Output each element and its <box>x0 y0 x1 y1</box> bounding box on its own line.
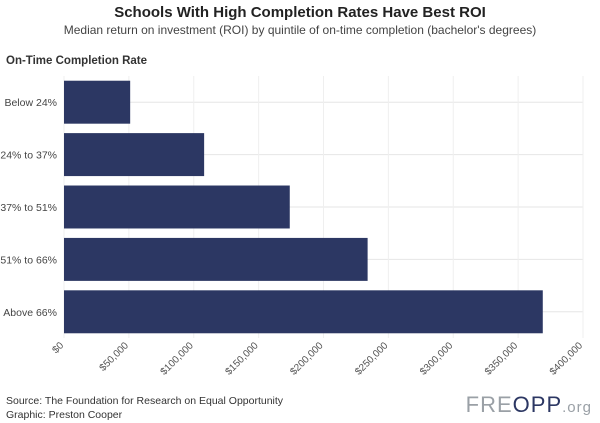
bar <box>64 290 543 334</box>
bar <box>64 80 131 124</box>
category-label: 37% to 51% <box>0 202 57 214</box>
logo-opp: OPP <box>512 392 563 417</box>
x-tick-label: $300,000 <box>418 340 456 378</box>
logo-org: .org <box>562 399 592 416</box>
chart-title: Schools With High Completion Rates Have … <box>114 4 486 21</box>
bar <box>64 185 290 229</box>
y-axis-label: On-Time Completion Rate <box>6 55 147 67</box>
x-tick-label: $0 <box>50 340 66 356</box>
source-note: Source: The Foundation for Research on E… <box>6 395 284 407</box>
x-tick-label: $150,000 <box>223 340 261 378</box>
x-tick-label: $250,000 <box>353 340 391 378</box>
graphic-credit: Graphic: Preston Cooper <box>6 409 123 421</box>
x-tick-label: $100,000 <box>159 340 197 378</box>
bar <box>64 133 205 177</box>
category-label: 51% to 66% <box>0 254 57 266</box>
x-tick-label: $350,000 <box>483 340 521 378</box>
x-tick-label: $400,000 <box>548 340 586 378</box>
x-tick-label: $50,000 <box>98 340 132 374</box>
category-label: 24% to 37% <box>0 150 57 162</box>
bar <box>64 237 368 281</box>
freopp-logo: FREOPP.org <box>466 392 592 418</box>
x-tick-label: $200,000 <box>288 340 326 378</box>
logo-free: FRE <box>465 392 513 417</box>
chart-subtitle: Median return on investment (ROI) by qui… <box>63 23 537 37</box>
category-label: Above 66% <box>3 307 57 319</box>
category-label: Below 24% <box>4 97 57 109</box>
